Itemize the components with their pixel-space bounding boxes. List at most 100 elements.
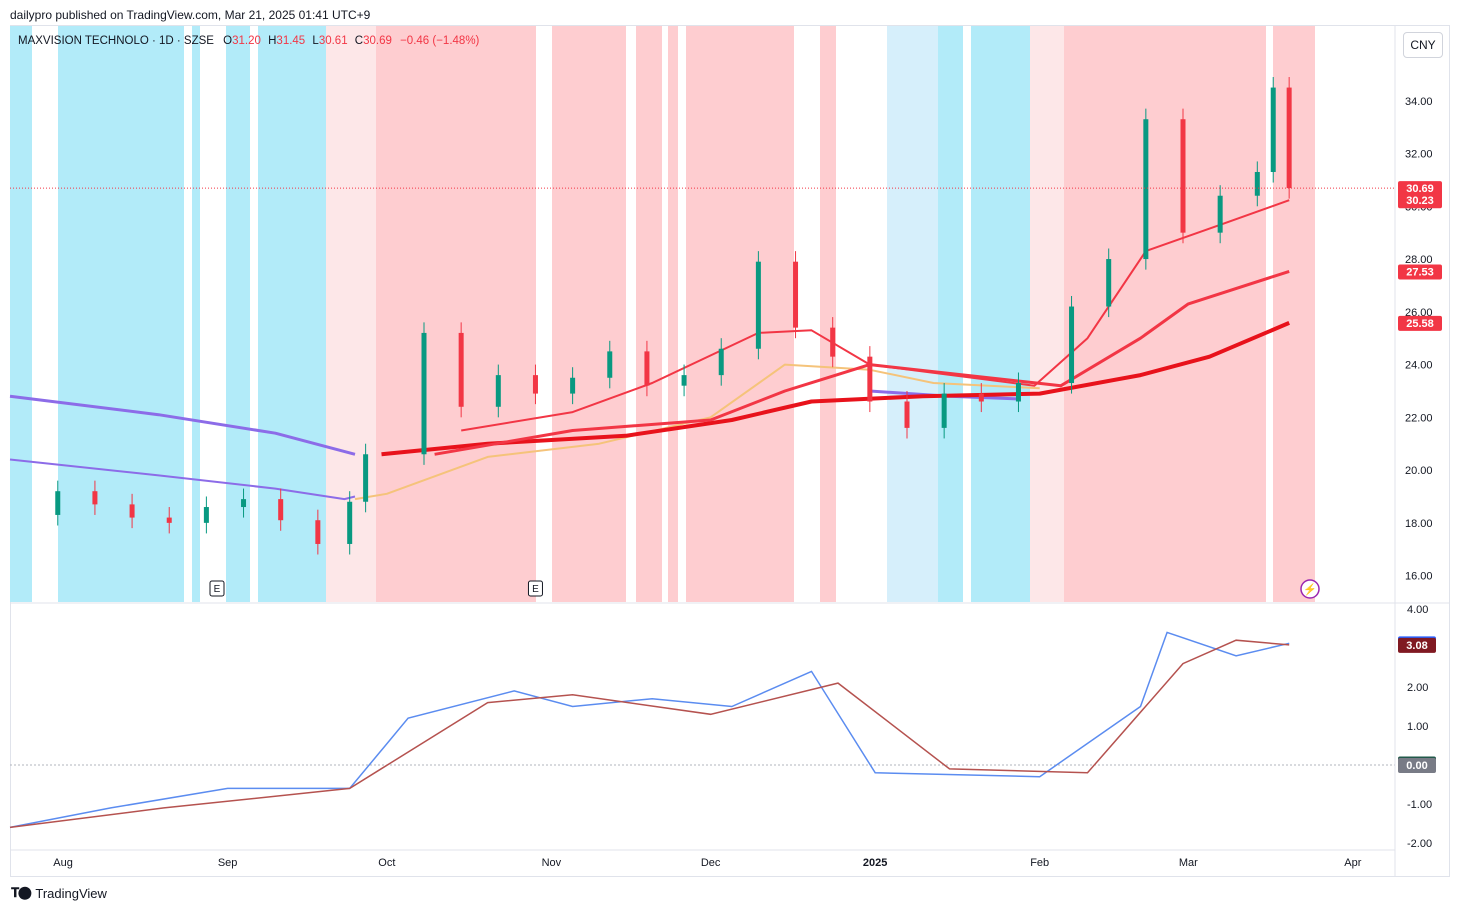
candles xyxy=(55,77,1292,555)
candle-body xyxy=(644,351,650,386)
macd-line xyxy=(9,631,1290,829)
candle-body xyxy=(421,332,427,455)
macd-tick-label: 2.00 xyxy=(1407,682,1428,694)
macd-pane: 4.002.001.000.00-1.00-2.003.123.080.040.… xyxy=(9,604,1436,850)
macd-label-text: 0.00 xyxy=(1406,760,1427,772)
earnings-marker-label: E xyxy=(214,584,221,595)
price-tick-label: 24.00 xyxy=(1405,360,1433,372)
price-tick-label: 20.00 xyxy=(1405,465,1433,477)
candle-body xyxy=(92,491,98,505)
regime-band xyxy=(636,26,662,602)
candle-body xyxy=(1286,87,1292,189)
price-label-box xyxy=(1398,181,1442,197)
open-label: O xyxy=(223,35,233,47)
price-label-text: 27.53 xyxy=(1406,266,1434,278)
candle-body xyxy=(755,261,761,349)
time-tick-label: 2025 xyxy=(863,857,887,869)
price-label-box xyxy=(1398,315,1442,331)
candle-body xyxy=(458,332,464,407)
earnings-marker xyxy=(527,580,543,597)
time-tick-label: Aug xyxy=(53,857,73,869)
price-tick-label: 26.00 xyxy=(1405,307,1433,319)
candle-body xyxy=(867,356,873,402)
regime-band xyxy=(887,26,938,602)
close-label: C xyxy=(354,35,364,47)
time-tick-label: Sep xyxy=(218,857,238,869)
regime-band xyxy=(552,26,626,602)
price-tick-label: 32.00 xyxy=(1405,149,1433,161)
tradingview-brand[interactable]: 𝐓⬤ TradingView xyxy=(11,885,107,901)
price-label-box xyxy=(1398,193,1442,209)
time-tick-label: Oct xyxy=(378,857,395,869)
low-value: 30.61 xyxy=(318,35,348,47)
regime-band xyxy=(226,26,250,602)
earnings-marker-label: E xyxy=(532,584,539,595)
low-label: L xyxy=(312,35,319,47)
candle-body xyxy=(203,507,209,523)
candle-body xyxy=(495,375,501,407)
axes: 16.0018.0020.0022.0024.0026.0028.0030.00… xyxy=(10,26,1450,876)
candle-body xyxy=(278,499,284,521)
candle-body xyxy=(1180,119,1186,233)
regime-band xyxy=(192,26,200,602)
regime-band xyxy=(971,26,1030,602)
macd-label-box xyxy=(1398,637,1436,653)
close-value: 30.69 xyxy=(363,35,392,47)
ma-purple-short xyxy=(9,458,356,501)
signal-line xyxy=(9,639,1290,829)
macd-tick-label: -2.00 xyxy=(1407,838,1432,850)
background-bands xyxy=(10,26,1315,602)
currency-button[interactable]: CNY xyxy=(1403,32,1443,58)
candle-body xyxy=(1254,171,1260,196)
price-tick-label: 18.00 xyxy=(1405,518,1433,530)
price-tick-label: 22.00 xyxy=(1405,412,1433,424)
time-tick-label: Nov xyxy=(542,857,562,869)
price-label-text: 30.23 xyxy=(1406,195,1434,207)
change-value: −0.46 (−1.48%) xyxy=(400,35,480,47)
regime-band xyxy=(1273,26,1315,602)
macd-tick-label: 1.00 xyxy=(1407,721,1428,733)
price-label-text: 25.58 xyxy=(1406,318,1434,330)
regime-band xyxy=(668,26,678,602)
regime-band xyxy=(1064,26,1266,602)
candle-body xyxy=(315,520,321,544)
high-label: H xyxy=(268,35,277,47)
time-tick-label: Mar xyxy=(1179,857,1198,869)
candle-body xyxy=(681,375,687,386)
candle-body xyxy=(1143,119,1149,260)
open-value: 31.20 xyxy=(232,35,261,47)
candle-body xyxy=(570,377,576,394)
candle-body xyxy=(1217,195,1223,233)
regime-band xyxy=(10,26,32,602)
ma-gold xyxy=(354,363,1040,501)
macd-tick-label: -1.00 xyxy=(1407,799,1432,811)
time-tick-label: Feb xyxy=(1030,857,1049,869)
price-label-box xyxy=(1398,264,1442,280)
regime-band xyxy=(820,26,836,602)
candle-body xyxy=(793,261,799,328)
earnings-marker xyxy=(209,580,225,597)
publish-caption: dailypro published on TradingView.com, M… xyxy=(10,8,371,22)
candle-body xyxy=(363,454,369,502)
regime-band xyxy=(686,26,794,602)
ma-purple-long xyxy=(9,394,356,456)
candle-body xyxy=(166,517,172,523)
candle-body xyxy=(904,401,910,428)
flash-icon xyxy=(1300,579,1320,599)
candle-body xyxy=(830,327,836,357)
macd-tick-label: 4.00 xyxy=(1407,604,1428,616)
time-tick-label: Apr xyxy=(1344,857,1361,869)
candle-body xyxy=(241,499,247,508)
candle-body xyxy=(718,348,724,376)
price-tick-label: 16.00 xyxy=(1405,571,1433,583)
regime-band xyxy=(376,26,536,602)
price-label-text: 30.69 xyxy=(1406,183,1434,195)
regime-band xyxy=(58,26,184,602)
candle-body xyxy=(1106,259,1112,307)
candle-body xyxy=(129,504,135,518)
candle-body xyxy=(1015,383,1021,402)
candle-body xyxy=(978,393,984,402)
high-value: 31.45 xyxy=(276,35,306,47)
regime-band xyxy=(938,26,963,602)
